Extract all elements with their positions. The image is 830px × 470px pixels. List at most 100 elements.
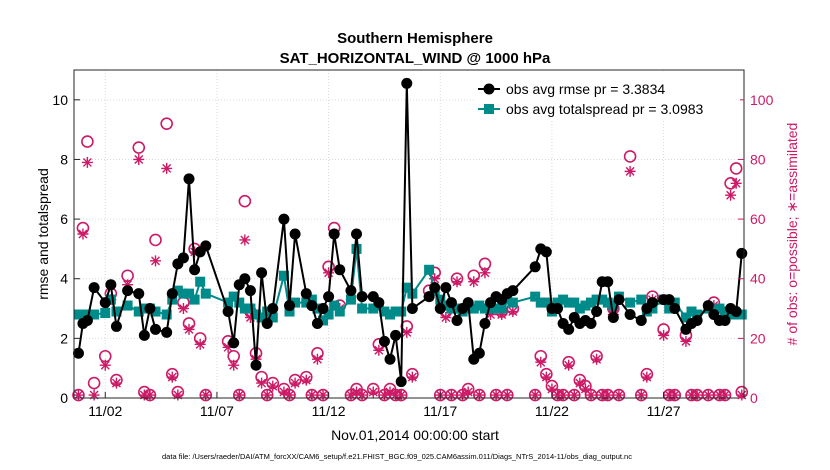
assimilated-point [77,228,89,240]
rmse-point [256,267,268,279]
spread-point [385,309,396,320]
assimilated-point [702,389,714,401]
assimilated-point [457,389,469,401]
rmse-point [99,297,111,309]
right-tick-label: 20 [750,330,766,346]
spread-point [569,297,580,308]
series-obs-avg-rmse [72,77,748,388]
spread-point [111,306,122,317]
rmse-point [445,297,457,309]
possible-point [160,117,173,130]
assimilated-point [451,276,463,288]
assimilated-point [406,371,418,383]
assimilated-point [81,156,93,168]
spread-point [323,309,334,320]
rmse-point [161,326,173,338]
x-tick-label: 11/22 [535,403,569,419]
rmse-point [663,294,675,306]
spread-point [256,312,267,323]
rmse-point [479,317,491,329]
x-tick-label: 11/02 [88,403,122,419]
assimilated-point [602,389,614,401]
spread-point [586,297,597,308]
assimilated-point [122,279,134,291]
legend-label-spread: obs avg totalspread pr = 3.0983 [506,101,704,117]
rmse-point [356,291,368,303]
spread-point [502,294,513,305]
spread-point [446,303,457,314]
assimilated-point [88,389,100,401]
rmse-point [200,240,212,252]
spread-point [390,306,401,317]
spread-point [318,315,329,326]
spread-point [161,309,172,320]
assimilated-point [177,303,189,315]
spread-point [357,303,368,314]
spread-point [239,303,250,314]
spread-point [178,288,189,299]
spread-point [558,294,569,305]
assimilated-point [384,386,396,398]
spread-point [608,300,619,311]
rmse-point [317,303,329,315]
assimilated-point [228,359,240,371]
spread-point [368,303,379,314]
spread-point [122,300,133,311]
assimilated-point [563,359,575,371]
possible-point [87,376,101,390]
spread-point [262,306,273,317]
right-tick-label: 80 [750,151,766,167]
spread-point [172,285,183,296]
assimilated-point [345,389,357,401]
spread-point [290,297,301,308]
spread-point [452,303,463,314]
assimilated-point [624,165,636,177]
rmse-point [222,306,234,318]
rmse-point [138,329,150,341]
rmse-point [88,282,100,294]
x-tick-label: 11/17 [423,403,457,419]
legend-label-rmse: obs avg rmse pr = 3.3834 [506,81,665,97]
assimilated-point [161,162,173,174]
rmse-point [228,337,240,349]
assimilated-point [401,326,413,338]
assimilated-point [725,189,737,201]
assimilated-point [183,323,195,335]
assimilated-point [730,177,742,189]
x-tick-label: 11/07 [200,403,234,419]
spread-point [334,306,345,317]
assimilated-point [300,374,312,386]
assimilated-point [306,389,318,401]
footnote: data file: /Users/raeder/DAI/ATM_forcXX/… [162,452,632,461]
assimilated-point [390,389,402,401]
spread-point [680,312,691,323]
spread-point [234,297,245,308]
assimilated-point [496,309,508,321]
assimilated-point [591,353,603,365]
assimilated-point [429,273,441,285]
assimilated-point [72,389,84,401]
possible-point [132,141,146,154]
spread-point [625,297,636,308]
rmse-point [72,347,84,359]
rmse-point [646,297,658,309]
legend-box [474,73,740,121]
assimilated-point [144,389,156,401]
assimilated-point [323,267,335,279]
right-tick-label: 100 [750,92,774,108]
rmse-point [563,323,575,335]
assimilated-point [613,389,625,401]
assimilated-point [490,389,502,401]
rmse-point [585,317,597,329]
spread-point [139,303,150,314]
spread-point [245,303,256,314]
rmse-point [244,285,256,297]
assimilated-point [267,380,279,392]
assimilated-point [658,329,670,341]
assimilated-point [708,300,720,312]
rmse-point [624,309,636,321]
assimilated-point [596,389,608,401]
assimilated-point [289,377,301,389]
x-axis: 11/02 11/07 11/12 11/17 11/22 11/27 [88,392,681,419]
spread-point [686,306,697,317]
